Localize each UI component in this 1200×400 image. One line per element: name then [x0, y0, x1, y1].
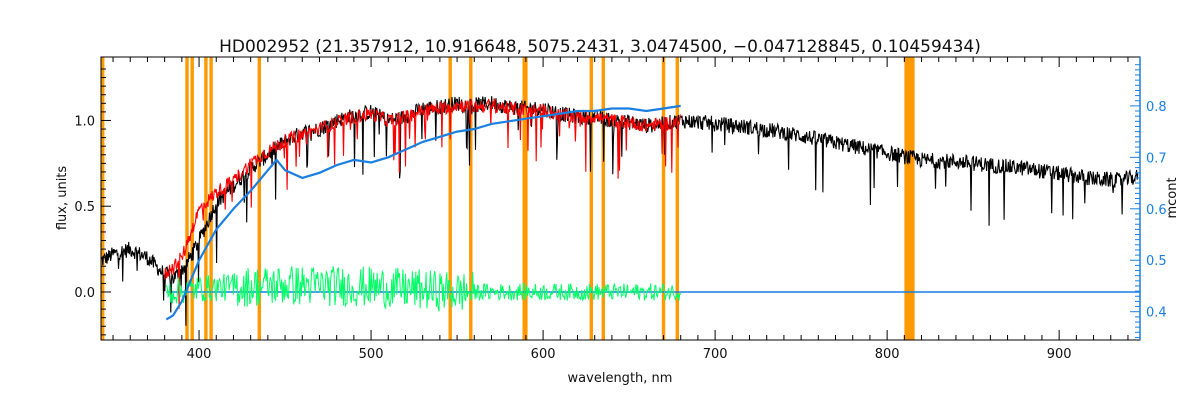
x-tick-label: 900: [1047, 347, 1072, 362]
y2-tick-label: 0.6: [1146, 203, 1167, 218]
x-axis-label: wavelength, nm: [568, 371, 673, 386]
model-spectrum-series: [164, 97, 682, 309]
y2-axis-label: mcont: [1165, 177, 1180, 218]
x-tick-label: 600: [531, 347, 556, 362]
mask-band-13: [675, 57, 679, 340]
observed-spectrum-series: [101, 96, 1139, 326]
y-axis-right: 0.4 0.5 0.6 0.7 0.8: [1130, 57, 1167, 340]
continuum-line: [165, 104, 681, 321]
x-tick-label: 500: [359, 347, 384, 362]
y-axis-label: flux, units: [55, 166, 70, 231]
mask-band-7: [469, 57, 473, 340]
mask-band-18: [911, 57, 915, 340]
mask-band-10: [589, 57, 593, 340]
y2-tick-label: 0.5: [1146, 254, 1167, 269]
observed-spectrum-line: [101, 96, 1139, 326]
y-tick-label: 1.0: [74, 114, 95, 129]
x-tick-label: 800: [875, 347, 900, 362]
mask-band-3: [204, 57, 208, 340]
residual-series: [165, 266, 682, 312]
chart-title: HD002952 (21.357912, 10.916648, 5075.243…: [219, 37, 981, 57]
continuum-series: [165, 104, 681, 321]
mask-bands: [101, 57, 915, 340]
mask-band-0: [101, 57, 105, 340]
x-tick-label: 700: [703, 347, 728, 362]
mask-band-2: [190, 57, 194, 340]
mask-band-1: [185, 57, 189, 340]
mask-band-6: [448, 57, 452, 340]
y-tick-label: 0.5: [74, 200, 95, 215]
y-axis-left: 0.0 0.5 1.0: [74, 68, 111, 336]
y2-tick-label: 0.7: [1146, 151, 1167, 166]
x-tick-label: 400: [187, 347, 212, 362]
y2-tick-label: 0.4: [1146, 306, 1167, 321]
model-spectrum-line: [164, 97, 682, 309]
y2-tick-label: 0.8: [1146, 100, 1167, 115]
mask-band-12: [661, 57, 666, 340]
mask-band-11: [601, 57, 605, 340]
x-axis: 400 500 600 700 800 900: [112, 57, 1129, 362]
residual-line: [165, 266, 682, 312]
y-tick-label: 0.0: [74, 286, 95, 301]
mask-band-5: [257, 57, 261, 340]
mask-band-9: [524, 57, 528, 340]
